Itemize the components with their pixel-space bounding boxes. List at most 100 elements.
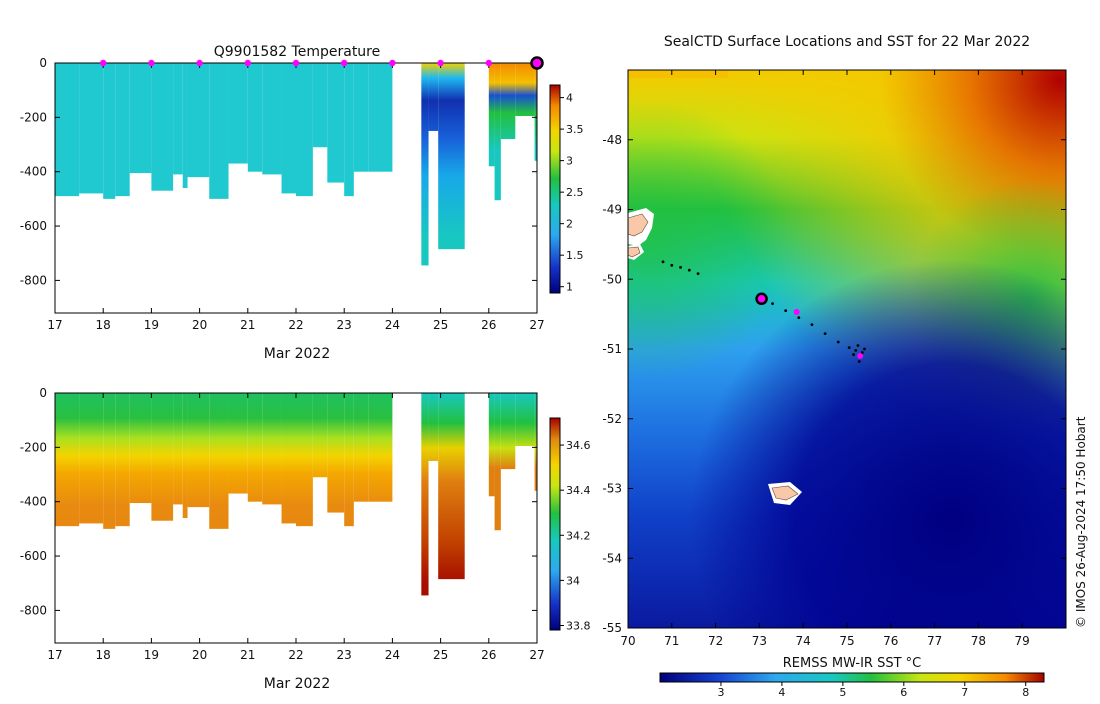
sst-colorbar-tick-label: 4 [778,686,785,699]
track-point [836,340,840,344]
temperature-profile-column [494,63,501,201]
colorbar-tick-label: 34 [566,574,580,587]
track-point [863,347,866,351]
salinity-profile-column [187,393,210,508]
x-tick-label: 25 [433,318,448,332]
island-kerguelen-south [628,246,641,258]
x-tick-label: 24 [385,648,400,662]
track-point [661,260,665,264]
temperature-profile-column [187,63,210,178]
seal-track [661,260,866,363]
colorbar-tick-label: 2.5 [566,186,584,199]
temperature-profile-column [173,63,183,175]
salinity-profile-column [79,393,104,524]
lon-tick-label: 71 [664,634,679,648]
profile-marker [148,59,155,67]
salinity-profile-column [488,393,495,497]
track-point [696,272,700,276]
x-tick-label: 18 [96,318,111,332]
x-tick-label: 18 [96,648,111,662]
salinity-profile-column [151,393,174,521]
y-tick-label: 0 [39,56,47,70]
y-tick-label: -600 [20,219,47,233]
x-tick-label: 26 [481,318,496,332]
temperature-profile-column [428,63,439,131]
salinity-profile-column [173,393,183,505]
temperature-colorbar-ticks: 1 1.5 2 2.5 3 3.5 4 [560,92,584,294]
colorbar-tick-label: 1 [566,281,573,294]
salinity-colorbar-frame [549,417,561,631]
lat-tick-label: -48 [602,133,622,147]
x-tick-label: 21 [240,648,255,662]
sst-field [628,70,1066,628]
recent-surface-point [793,309,800,316]
profile-marker [341,59,348,67]
y-tick-label: -200 [20,110,47,124]
temperature-profile-column [281,63,296,194]
temperature-profile-column [55,63,80,197]
track-point [771,302,774,306]
salinity-profile-column [534,393,537,491]
sst-colorbar-ticks: 3 4 5 6 7 8 [717,682,1029,699]
track-point [854,348,858,352]
x-tick-label: 19 [144,648,159,662]
lat-tick-label: -54 [602,551,622,565]
temperature-axes-ticks: 17 18 19 20 21 22 23 24 25 26 27 0 -200 -400 -600 -800 [20,56,545,332]
lon-tick-label: 74 [796,634,811,648]
profile-marker [244,59,251,67]
track-point [679,265,682,269]
temperature-profile-column [262,63,282,175]
colorbar-tick-label: 2 [566,218,573,231]
lon-tick-label: 70 [620,634,635,648]
x-tick-label: 27 [529,648,544,662]
salinity-colorbar [550,418,560,630]
temperature-profile-column [534,63,537,161]
colorbar-tick-label: 33.8 [566,619,591,632]
lat-tick-label: -53 [602,482,622,496]
colorbar-tick-label: 1.5 [566,249,584,262]
temperature-profile-column [228,63,248,164]
salinity-profile-column [438,393,465,580]
lon-tick-label: 73 [752,634,767,648]
profile-marker [292,59,300,67]
current-location-marker [755,292,768,306]
temperature-profile-column [182,63,188,188]
temperature-title: Q9901582 Temperature [214,44,381,60]
temperature-colorbar-frame [549,84,561,294]
track-point [687,268,691,272]
salinity-profile-column [209,393,229,529]
track-point [860,351,864,354]
salinity-xlabel: Mar 2022 [264,676,331,692]
y-tick-label: -800 [20,273,47,287]
track-point [823,332,827,336]
profile-marker [389,59,396,67]
salinity-profile-column [228,393,248,494]
x-tick-label: 20 [192,318,207,332]
colorbar-tick-label: 3 [566,155,573,168]
temperature-profile-column [312,63,328,148]
profile-marker [437,59,444,67]
temperature-profile-column [79,63,104,194]
x-tick-label: 26 [481,648,496,662]
profile-marker [196,59,203,67]
lon-tick-label: 76 [883,634,898,648]
salinity-profile-column [500,393,516,470]
salinity-profile-column [368,393,393,502]
y-tick-label: -200 [20,440,47,454]
temperature-profile-column [103,63,116,199]
sst-colorbar-tick-label: 3 [717,686,724,699]
salinity-profile-column [262,393,282,505]
colorbar-tick-label: 3.5 [566,123,584,136]
x-tick-label: 20 [192,648,207,662]
salinity-profile-column [103,393,116,529]
colorbar-tick-label: 34.4 [566,484,591,497]
track-point [810,323,814,326]
profile-markers [100,56,544,70]
profile-marker [100,59,107,67]
salinity-profile-column [428,393,439,461]
lat-tick-label: -50 [602,272,622,286]
salinity-profile-column [55,393,80,527]
salinity-profile-column [129,393,152,504]
